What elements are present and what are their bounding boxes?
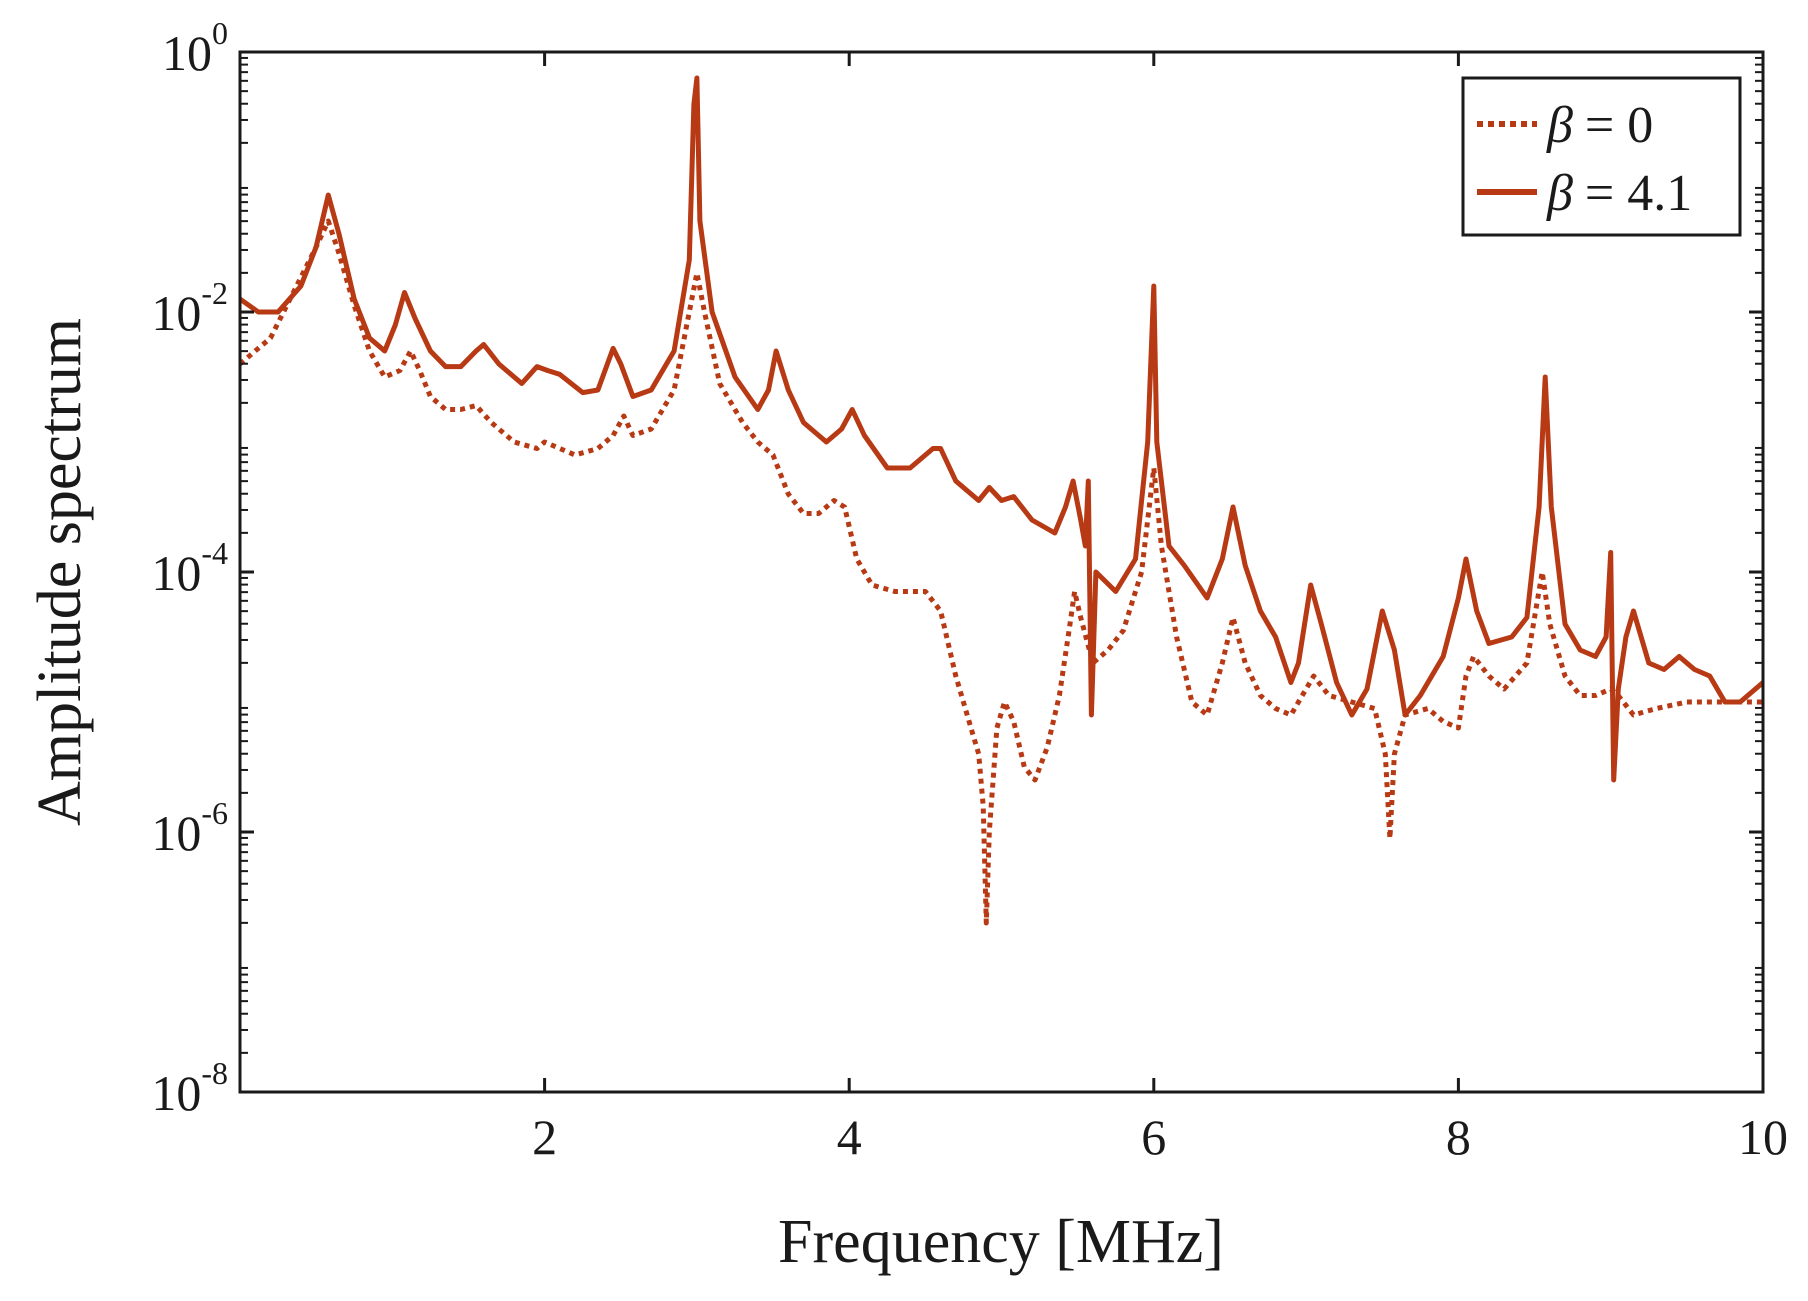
legend: β = 0 β = 4.1 bbox=[1461, 76, 1742, 237]
legend-label-beta-0: β = 0 bbox=[1546, 97, 1653, 154]
y-tick-label-0: 100 bbox=[162, 15, 228, 81]
axes-box bbox=[238, 50, 1765, 1094]
series-line-beta-4-1 bbox=[238, 75, 1765, 783]
x-tick-label-10: 10 bbox=[1738, 1109, 1788, 1165]
y-tick-label--8: 10-8 bbox=[151, 1055, 228, 1121]
legend-box bbox=[1461, 76, 1742, 237]
x-tick-label-8: 8 bbox=[1446, 1109, 1471, 1165]
x-axis-title: Frequency [MHz] bbox=[778, 1208, 1224, 1276]
y-tick-label--4: 10-4 bbox=[151, 535, 228, 601]
x-tick-label-2: 2 bbox=[532, 1109, 557, 1165]
series-layer bbox=[238, 75, 1765, 926]
x-tick-label-4: 4 bbox=[837, 1109, 862, 1165]
x-tick-label-6: 6 bbox=[1141, 1109, 1166, 1165]
legend-label-beta-4-1: β = 4.1 bbox=[1546, 165, 1692, 222]
y-tick-label--6: 10-6 bbox=[151, 795, 228, 861]
y-axis-title: Amplitude spectrum bbox=[26, 318, 94, 826]
series-line-beta-0 bbox=[238, 218, 1763, 926]
y-tick-label--2: 10-2 bbox=[151, 275, 228, 341]
